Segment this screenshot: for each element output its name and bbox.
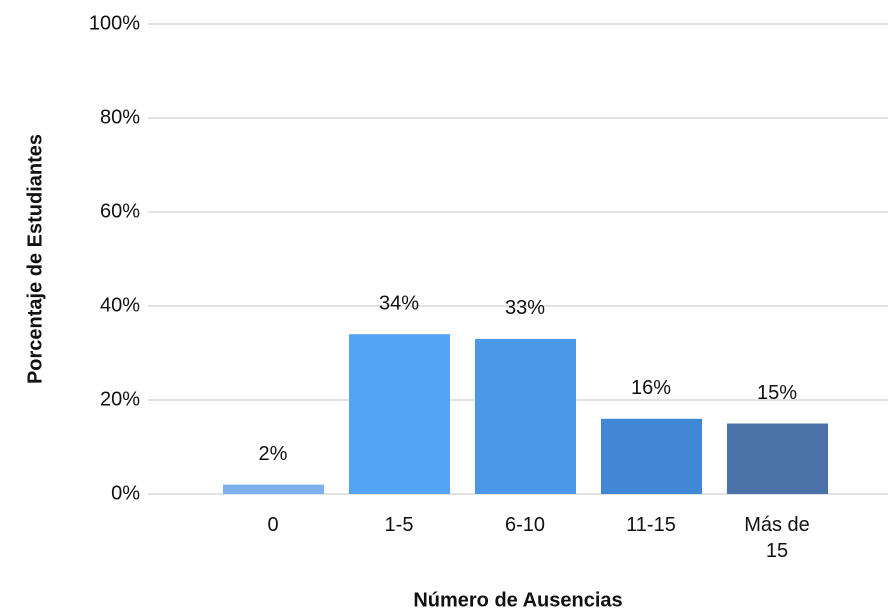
x-tick-label: 11-15 <box>626 514 676 536</box>
x-tick-label: 6-10 <box>504 514 546 536</box>
y-tick-label: 60% <box>100 200 140 222</box>
bar <box>601 418 702 494</box>
y-tick-label: 0% <box>111 482 140 504</box>
y-axis-title: Porcentaje de Estudiantes <box>24 134 46 384</box>
y-tick-label: 80% <box>100 106 140 128</box>
data-label: 15% <box>757 382 797 404</box>
bar <box>223 484 324 494</box>
y-tick-label: 20% <box>100 388 140 410</box>
x-tick-label: 0 <box>267 514 279 536</box>
data-label: 34% <box>379 292 419 314</box>
data-label: 16% <box>631 377 671 399</box>
data-label: 33% <box>505 297 545 319</box>
y-tick-label: 100% <box>89 12 140 34</box>
y-tick-label: 40% <box>100 294 140 316</box>
data-label: 2% <box>259 443 288 465</box>
bar <box>475 338 576 494</box>
x-tick-label: Más de 15 <box>744 514 810 562</box>
x-axis-title: Número de Ausencias <box>413 589 622 611</box>
x-tick-label: 1-5 <box>384 514 414 536</box>
bar <box>727 423 828 494</box>
bar <box>349 334 450 494</box>
